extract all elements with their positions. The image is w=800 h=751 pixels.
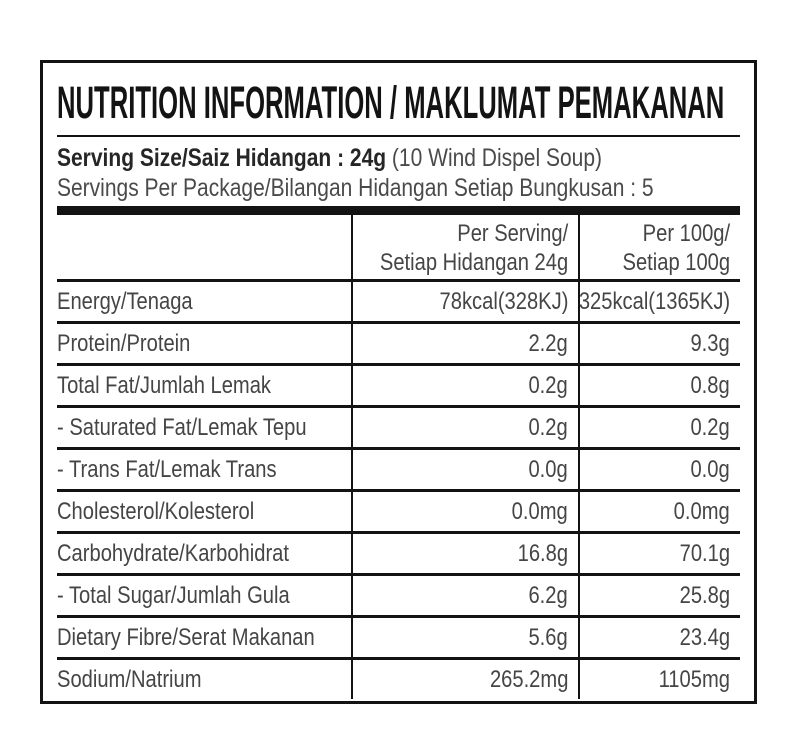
value-per-serving: 16.8g <box>517 539 568 567</box>
header-per-100g: Per 100g/ Setiap 100g <box>578 215 740 279</box>
header-per-100g-line2: Setiap 100g <box>622 249 730 276</box>
table-row: Total Fat/Jumlah Lemak 0.2g 0.8g <box>57 363 740 405</box>
table-row: - Saturated Fat/Lemak Tepu 0.2g 0.2g <box>57 405 740 447</box>
nutrient-name: Carbohydrate/Karbohidrat <box>57 539 289 567</box>
table-header-row: Per Serving/ Setiap Hidangan 24g Per 100… <box>57 215 740 279</box>
value-per-serving: 2.2g <box>528 329 568 357</box>
nutrient-name: Cholesterol/Kolesterol <box>57 497 255 525</box>
table-row: - Total Sugar/Jumlah Gula 6.2g 25.8g <box>57 573 740 615</box>
header-nutrient-column <box>57 215 351 279</box>
servings-per-package-line: Servings Per Package/Bilangan Hidangan S… <box>57 173 740 203</box>
value-per-100g: 23.4g <box>679 623 730 651</box>
header-per-100g-line1: Per 100g/ <box>642 220 730 247</box>
table-row: Sodium/Natrium 265.2mg 1105mg <box>57 657 740 699</box>
serving-size-value: Serving Size/Saiz Hidangan : 24g <box>57 144 387 172</box>
value-per-100g: 0.0mg <box>673 497 730 525</box>
table-row: Cholesterol/Kolesterol 0.0mg 0.0mg <box>57 489 740 531</box>
nutrition-table: Per Serving/ Setiap Hidangan 24g Per 100… <box>57 215 740 699</box>
title-divider-rule <box>57 135 740 137</box>
value-per-100g: 0.0g <box>690 455 730 483</box>
header-per-serving-line2: Setiap Hidangan 24g <box>379 249 568 276</box>
table-row: Dietary Fibre/Serat Makanan 5.6g 23.4g <box>57 615 740 657</box>
value-per-serving: 0.0g <box>528 455 568 483</box>
table-row: Protein/Protein 2.2g 9.3g <box>57 321 740 363</box>
table-row: - Trans Fat/Lemak Trans 0.0g 0.0g <box>57 447 740 489</box>
value-per-100g: 9.3g <box>690 329 730 357</box>
value-per-serving: 0.0mg <box>511 497 568 525</box>
nutrient-name: Energy/Tenaga <box>57 287 193 315</box>
table-row: Carbohydrate/Karbohidrat 16.8g 70.1g <box>57 531 740 573</box>
serving-size-line: Serving Size/Saiz Hidangan : 24g (10 Win… <box>57 143 740 173</box>
header-per-serving: Per Serving/ Setiap Hidangan 24g <box>351 215 578 279</box>
serving-info: Serving Size/Saiz Hidangan : 24g (10 Win… <box>57 143 740 203</box>
value-per-serving: 78kcal(328KJ) <box>439 287 568 315</box>
value-per-100g: 25.8g <box>679 581 730 609</box>
nutrient-name: - Saturated Fat/Lemak Tepu <box>57 413 307 441</box>
value-per-serving: 0.2g <box>528 413 568 441</box>
nutrient-name: Dietary Fibre/Serat Makanan <box>57 623 315 651</box>
nutrient-name: Protein/Protein <box>57 329 191 357</box>
value-per-serving: 5.6g <box>528 623 568 651</box>
nutrient-name: - Trans Fat/Lemak Trans <box>57 455 277 483</box>
section-divider-bar <box>57 206 740 215</box>
nutrition-label: NUTRITION INFORMATION / MAKLUMAT PEMAKAN… <box>40 60 757 704</box>
serving-size-note: (10 Wind Dispel Soup) <box>391 144 603 172</box>
nutrient-name: - Total Sugar/Jumlah Gula <box>57 581 290 609</box>
label-title-row: NUTRITION INFORMATION / MAKLUMAT PEMAKAN… <box>57 77 740 128</box>
table-row: Energy/Tenaga 78kcal(328KJ) 325kcal(1365… <box>57 279 740 321</box>
value-per-serving: 0.2g <box>528 371 568 399</box>
header-per-serving-line1: Per Serving/ <box>457 220 568 247</box>
value-per-100g: 0.8g <box>690 371 730 399</box>
servings-per-package: Servings Per Package/Bilangan Hidangan S… <box>57 174 654 202</box>
label-title: NUTRITION INFORMATION / MAKLUMAT PEMAKAN… <box>57 77 725 128</box>
value-per-100g: 325kcal(1365KJ) <box>578 287 730 315</box>
nutrient-name: Sodium/Natrium <box>57 665 202 693</box>
value-per-100g: 70.1g <box>679 539 730 567</box>
value-per-serving: 6.2g <box>528 581 568 609</box>
value-per-100g: 0.2g <box>690 413 730 441</box>
nutrient-name: Total Fat/Jumlah Lemak <box>57 371 272 399</box>
value-per-100g: 1105mg <box>658 665 730 693</box>
value-per-serving: 265.2mg <box>489 665 568 693</box>
